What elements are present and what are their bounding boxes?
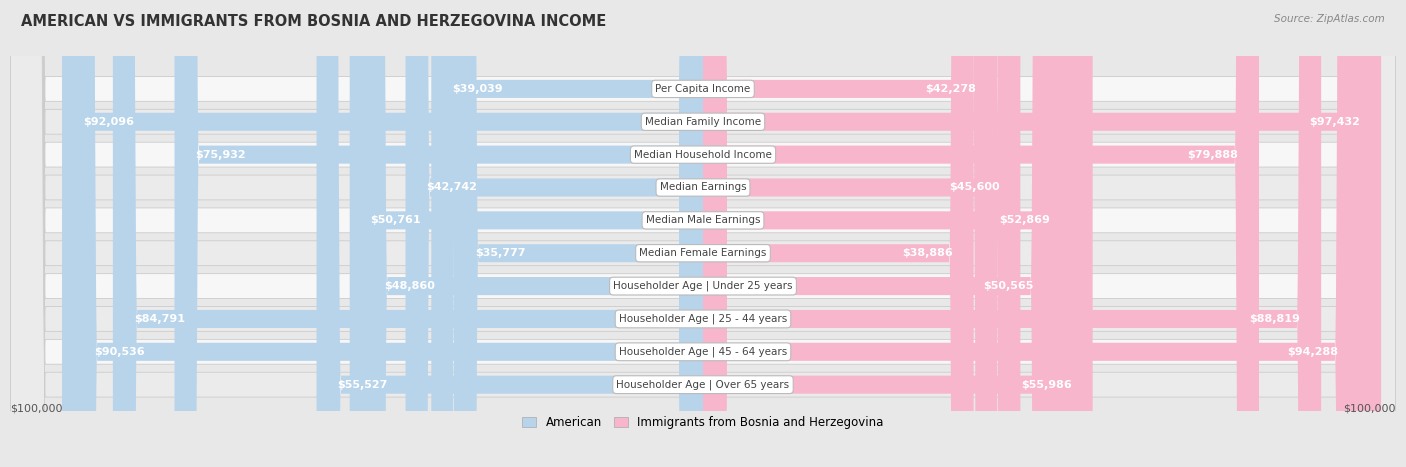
FancyBboxPatch shape <box>703 0 1021 467</box>
Text: Median Family Income: Median Family Income <box>645 117 761 127</box>
FancyBboxPatch shape <box>703 0 1381 467</box>
FancyBboxPatch shape <box>363 0 703 467</box>
FancyBboxPatch shape <box>316 0 703 467</box>
Text: $35,777: $35,777 <box>475 248 526 258</box>
Text: Median Female Earnings: Median Female Earnings <box>640 248 766 258</box>
FancyBboxPatch shape <box>10 0 1396 467</box>
FancyBboxPatch shape <box>10 0 1396 467</box>
Text: $39,039: $39,039 <box>453 84 503 94</box>
FancyBboxPatch shape <box>350 0 703 467</box>
FancyBboxPatch shape <box>703 0 1054 467</box>
FancyBboxPatch shape <box>432 0 703 467</box>
FancyBboxPatch shape <box>703 0 1322 467</box>
Text: AMERICAN VS IMMIGRANTS FROM BOSNIA AND HERZEGOVINA INCOME: AMERICAN VS IMMIGRANTS FROM BOSNIA AND H… <box>21 14 606 29</box>
FancyBboxPatch shape <box>703 0 1258 467</box>
Text: $75,932: $75,932 <box>195 149 246 160</box>
Text: Per Capita Income: Per Capita Income <box>655 84 751 94</box>
FancyBboxPatch shape <box>10 0 1396 467</box>
Text: $100,000: $100,000 <box>10 403 63 413</box>
FancyBboxPatch shape <box>10 0 1396 467</box>
Text: $90,536: $90,536 <box>94 347 145 357</box>
Text: Median Earnings: Median Earnings <box>659 183 747 192</box>
Text: $92,096: $92,096 <box>83 117 134 127</box>
FancyBboxPatch shape <box>10 0 1396 467</box>
Text: $50,761: $50,761 <box>371 215 422 226</box>
Text: Householder Age | Under 25 years: Householder Age | Under 25 years <box>613 281 793 291</box>
Text: Householder Age | 25 - 44 years: Householder Age | 25 - 44 years <box>619 314 787 324</box>
FancyBboxPatch shape <box>703 0 973 467</box>
FancyBboxPatch shape <box>62 0 703 467</box>
Text: $48,860: $48,860 <box>384 281 434 291</box>
FancyBboxPatch shape <box>703 0 1092 467</box>
FancyBboxPatch shape <box>454 0 703 467</box>
FancyBboxPatch shape <box>10 0 1396 467</box>
Text: $45,600: $45,600 <box>949 183 1000 192</box>
FancyBboxPatch shape <box>174 0 703 467</box>
Text: $42,742: $42,742 <box>426 183 478 192</box>
FancyBboxPatch shape <box>10 0 1396 467</box>
Text: $55,986: $55,986 <box>1021 380 1071 389</box>
Text: $50,565: $50,565 <box>984 281 1033 291</box>
Text: $97,432: $97,432 <box>1309 117 1360 127</box>
Text: $84,791: $84,791 <box>134 314 184 324</box>
Text: Median Male Earnings: Median Male Earnings <box>645 215 761 226</box>
Text: $55,527: $55,527 <box>337 380 388 389</box>
FancyBboxPatch shape <box>10 0 1396 467</box>
Text: Householder Age | 45 - 64 years: Householder Age | 45 - 64 years <box>619 347 787 357</box>
FancyBboxPatch shape <box>703 0 1071 467</box>
FancyBboxPatch shape <box>112 0 703 467</box>
Text: $94,288: $94,288 <box>1288 347 1339 357</box>
FancyBboxPatch shape <box>703 0 1360 467</box>
FancyBboxPatch shape <box>73 0 703 467</box>
FancyBboxPatch shape <box>703 0 997 467</box>
FancyBboxPatch shape <box>10 0 1396 467</box>
Text: $88,819: $88,819 <box>1250 314 1301 324</box>
Text: Householder Age | Over 65 years: Householder Age | Over 65 years <box>616 379 790 390</box>
Text: $79,888: $79,888 <box>1187 149 1239 160</box>
Text: $42,278: $42,278 <box>925 84 976 94</box>
Text: Median Household Income: Median Household Income <box>634 149 772 160</box>
Legend: American, Immigrants from Bosnia and Herzegovina: American, Immigrants from Bosnia and Her… <box>517 411 889 433</box>
Text: $100,000: $100,000 <box>1343 403 1396 413</box>
Text: $38,886: $38,886 <box>903 248 953 258</box>
FancyBboxPatch shape <box>10 0 1396 467</box>
FancyBboxPatch shape <box>405 0 703 467</box>
Text: Source: ZipAtlas.com: Source: ZipAtlas.com <box>1274 14 1385 24</box>
Text: $52,869: $52,869 <box>1000 215 1050 226</box>
